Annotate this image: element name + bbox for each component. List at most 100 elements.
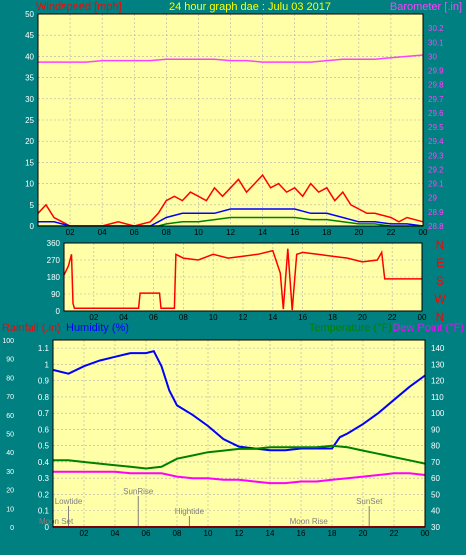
x-tick-label: 04 [111,529,120,538]
humidity-tick-label: 100 [2,338,14,345]
wind-axes: 0 5 10 15 20 25 30 35 40 45 50 28.8 28.9 29 29.1 29.2 29… [25,10,444,231]
humidity-tick-label: 40 [6,450,14,457]
temperature-tick-label: 140 [431,344,445,353]
humidity-axis-label: Humidity (%) [66,322,129,334]
x-tick-label: 14 [268,313,277,322]
temperature-tick-label: 80 [431,442,440,451]
direction-series [63,248,422,311]
humidity-tick-label: 0 [10,525,14,532]
rainfall-tick-label: 1 [45,360,50,369]
barometer-tick-label: 30.1 [428,38,444,47]
rainfall-tick-label: 1.1 [38,344,50,353]
event-annotations: Moon Set Lowtide SunRise Hightide Moon Rise S… [39,487,383,527]
barometer-tick-label: 29.9 [428,67,444,76]
rainfall-tick-label: 0.6 [38,425,50,434]
x-tick-label: 06 [149,313,158,322]
x-tick-label: 08 [162,228,171,237]
compass-label: E [436,256,444,270]
x-tick-label: 20 [359,529,368,538]
x-tick-label: 10 [204,529,213,538]
rainfall-tick-label: 0.7 [38,409,50,418]
rainfall-axis-label: Rainfall (.in) [2,322,61,334]
series-temperature [53,444,426,470]
barometer-tick-label: 28.9 [428,208,444,217]
windspeed-tick-label: 0 [30,222,35,231]
x-tick-label: 12 [239,313,248,322]
temperature-axis-label: Temperature (°F) [309,322,392,334]
temperature-tick-label: 40 [431,507,440,516]
windspeed-tick-label: 10 [25,180,34,189]
x-tick-label: 16 [290,228,299,237]
x-tick-label: 18 [322,228,331,237]
x-tick-label: 00 [421,529,430,538]
x-tick-label: 00 [418,313,427,322]
temperature-tick-label: 130 [431,360,445,369]
temperature-tick-label: 110 [431,393,444,402]
series-humidity [52,350,426,452]
barometer-tick-label: 29.1 [428,180,444,189]
rainfall-tick-label: 0.9 [38,377,50,386]
x-tick-label: 04 [98,228,107,237]
barometer-tick-label: 28.8 [428,222,444,231]
direction-tick-label: 0 [56,307,61,316]
windspeed-tick-label: 40 [25,52,34,61]
x-tick-label: 02 [66,228,75,237]
x-tick-label: 22 [386,228,395,237]
windspeed-tick-label: 25 [25,116,34,125]
x-tick-label: 08 [173,529,182,538]
climate-plot-frame [52,339,426,528]
x-tick-label: 18 [328,313,337,322]
wind-plot-frame [37,13,424,227]
x-tick-label: 22 [388,313,397,322]
humidity-tick-label: 10 [6,506,14,513]
x-tick-label: 14 [258,228,267,237]
direction-grid: 02 04 06 08 10 12 14 16 18 20 22 00 [64,242,427,322]
humidity-tick-label: 60 [6,413,14,420]
barometer-tick-label: 29.5 [428,123,444,132]
barometer-tick-label: 29.8 [428,81,444,90]
barometer-axis-label: Barometer [.in] [390,1,462,13]
humidity-tick-label: 80 [6,375,14,382]
humidity-tick-label: 90 [6,357,14,364]
barometer-tick-label: 30.2 [428,24,444,33]
barometer-tick-label: 29.4 [428,137,444,146]
compass-label: W [434,292,446,306]
annotation-label: Hightide [175,507,205,516]
temperature-tick-label: 30 [431,523,440,532]
windspeed-tick-label: 15 [25,158,34,167]
annotation-label: SunSet [356,497,383,506]
barometer-tick-label: 29 [428,194,437,203]
x-tick-label: 20 [354,228,363,237]
humidity-tick-label: 30 [6,469,14,476]
x-tick-label: 06 [130,228,139,237]
temperature-tick-label: 50 [431,490,440,499]
x-tick-label: 16 [297,529,306,538]
windspeed-tick-label: 35 [25,74,34,83]
rainfall-tick-label: 0.3 [38,474,50,483]
windspeed-tick-label: 5 [30,201,35,210]
compass-label: N [436,238,445,252]
barometer-tick-label: 30 [428,52,437,61]
x-tick-label: 10 [209,313,218,322]
dewpoint-axis-label: Dew Point (°F) [392,322,464,334]
direction-tick-label: 360 [47,239,61,248]
windspeed-tick-label: 45 [25,31,34,40]
climate-grid: 02 04 06 08 10 12 14 16 18 20 22 00 [53,340,430,538]
temperature-tick-label: 60 [431,474,440,483]
x-tick-label: 02 [89,313,98,322]
windspeed-tick-label: 20 [25,137,34,146]
x-tick-label: 10 [194,228,203,237]
x-tick-label: 00 [419,228,428,237]
rainfall-tick-label: 0.5 [38,442,50,451]
x-tick-label: 20 [358,313,367,322]
temperature-tick-label: 70 [431,458,440,467]
x-tick-label: 06 [142,529,151,538]
barometer-tick-label: 29.7 [428,95,444,104]
windspeed-axis-label: Windspeed [mph] [36,1,122,13]
rainfall-tick-label: 0.2 [38,490,50,499]
direction-tick-label: 180 [47,273,61,282]
x-tick-label: 22 [390,529,399,538]
barometer-tick-label: 29.3 [428,151,444,160]
series-barometer [38,54,424,63]
